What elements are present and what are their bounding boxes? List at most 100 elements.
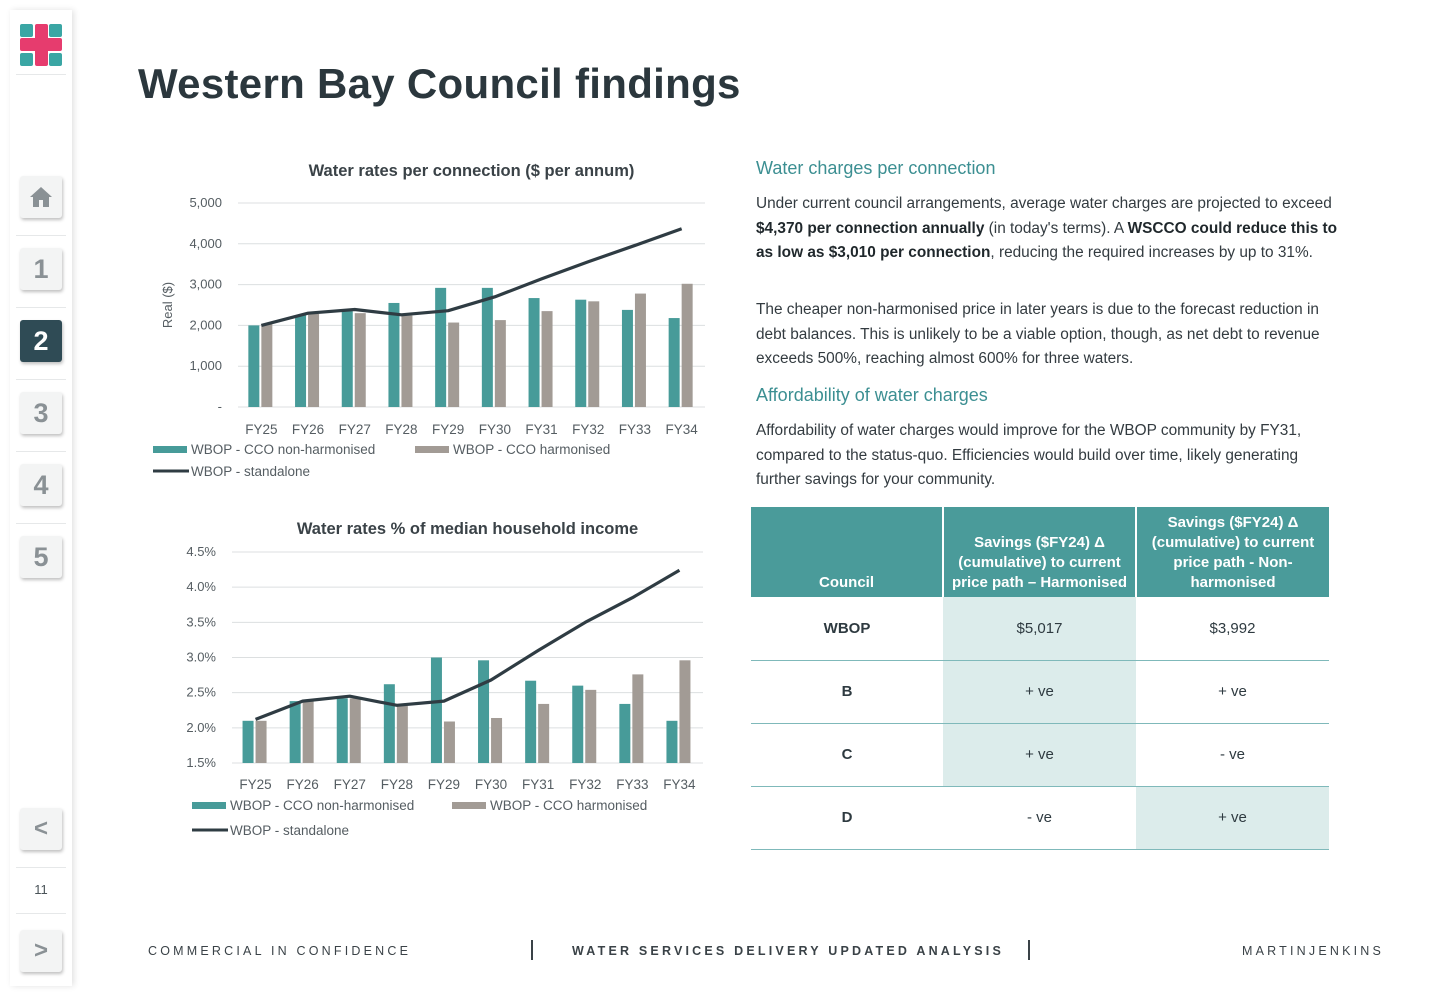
logo	[18, 22, 64, 68]
bar-harmonised	[634, 293, 646, 407]
y-tick-label: 1,000	[189, 358, 222, 373]
y-tick-label: 4.0%	[186, 579, 216, 594]
paragraph-segment: , reducing the required increases by up …	[990, 244, 1313, 261]
legend-label: WBOP - standalone	[191, 464, 310, 479]
bar-harmonised	[401, 315, 413, 407]
bar-non-harmonised	[336, 698, 348, 763]
paragraph-segment: Under current council arrangements, aver…	[756, 195, 1332, 212]
legend-swatch-harmonised	[415, 446, 449, 453]
page-title: Western Bay Council findings	[138, 60, 741, 107]
paragraph-water-charges: Under current council arrangements, aver…	[756, 192, 1346, 266]
bar-harmonised	[255, 720, 267, 763]
chart-water-rates-per-connection: Water rates per connection ($ per annum)…	[140, 150, 720, 490]
series-line-standalone	[254, 568, 681, 721]
cell-non-harmonised: $3,992	[1136, 597, 1329, 661]
y-tick-label: 2,000	[189, 317, 222, 332]
bar-non-harmonised	[668, 318, 680, 407]
nav-section-1[interactable]: 1	[20, 248, 62, 290]
x-tick-label: FY33	[619, 422, 651, 437]
legend-label: WBOP - CCO non-harmonised	[191, 442, 375, 457]
nav-section-2[interactable]: 2	[20, 320, 62, 362]
x-tick-label: FY34	[663, 777, 696, 792]
bar-harmonised	[448, 322, 460, 407]
footer-brand: MARTINJENKINS	[1242, 944, 1385, 958]
cell-non-harmonised: + ve	[1136, 660, 1329, 724]
bar-non-harmonised	[289, 701, 301, 763]
bar-non-harmonised	[572, 685, 584, 763]
bar-harmonised	[349, 698, 361, 763]
bar-harmonised	[308, 313, 320, 407]
table-row: WBOP $5,017 $3,992	[751, 597, 1329, 661]
bar-harmonised	[541, 311, 553, 407]
bar-harmonised	[679, 660, 691, 763]
bar-non-harmonised	[341, 311, 353, 407]
y-tick-label: 1.5%	[186, 755, 216, 770]
cell-harmonised: $5,017	[943, 597, 1136, 661]
y-axis-label: Real ($)	[160, 282, 175, 328]
x-tick-label: FY27	[339, 422, 371, 437]
footer-divider	[1028, 940, 1030, 960]
x-tick-label: FY33	[616, 777, 648, 792]
bar-harmonised	[491, 717, 503, 763]
bar-non-harmonised	[430, 657, 442, 763]
x-tick-label: FY34	[666, 422, 699, 437]
y-tick-label: 3.5%	[186, 614, 216, 629]
x-tick-label: FY27	[334, 777, 366, 792]
bar-non-harmonised	[619, 703, 631, 763]
x-tick-label: FY32	[569, 777, 601, 792]
bar-harmonised	[538, 703, 550, 763]
bar-non-harmonised	[575, 299, 587, 407]
bar-non-harmonised	[388, 302, 400, 407]
cell-council: D	[751, 786, 943, 850]
sidebar: 1 2 3 4 5 < 11 >	[10, 10, 72, 986]
table-header-non-harmonised: Savings ($FY24) Δ (cumulative) to curren…	[1136, 507, 1329, 597]
bar-non-harmonised	[528, 298, 540, 407]
page-number: 11	[34, 882, 48, 897]
series-line-standalone	[260, 227, 683, 327]
bar-non-harmonised	[621, 309, 633, 407]
chart-title: Water rates per connection ($ per annum)	[309, 162, 635, 180]
next-page-button[interactable]: >	[20, 930, 62, 972]
bar-harmonised	[681, 283, 693, 407]
bar-harmonised	[302, 701, 314, 763]
bar-non-harmonised	[481, 287, 493, 407]
paragraph-non-harmonised: The cheaper non-harmonised price in late…	[756, 301, 1320, 367]
y-tick-label: 3.0%	[186, 650, 216, 665]
heading-water-charges: Water charges per connection	[756, 158, 996, 178]
nav-section-4[interactable]: 4	[20, 464, 62, 506]
cell-council: B	[751, 660, 943, 724]
bar-non-harmonised	[435, 287, 447, 407]
home-button[interactable]	[20, 176, 62, 218]
savings-table: Council Savings ($FY24) Δ (cumulative) t…	[751, 507, 1329, 850]
paragraph-segment: $4,370 per connection annually	[756, 219, 985, 237]
cell-harmonised: + ve	[943, 660, 1136, 724]
bar-non-harmonised	[242, 720, 254, 763]
nav-section-5[interactable]: 5	[20, 536, 62, 578]
bar-non-harmonised	[248, 325, 260, 407]
table-header-council: Council	[751, 507, 944, 597]
cell-harmonised: - ve	[943, 786, 1136, 850]
nav-section-3[interactable]: 3	[20, 392, 62, 434]
cell-council: C	[751, 723, 943, 787]
y-tick-label: 2.5%	[186, 685, 216, 700]
legend-label: WBOP - CCO harmonised	[490, 798, 647, 813]
bar-harmonised	[443, 721, 455, 763]
paragraph-affordability: Affordability of water charges would imp…	[756, 422, 1302, 488]
legend-swatch-harmonised	[452, 802, 486, 809]
footer-confidential: COMMERCIAL IN CONFIDENCE	[148, 944, 412, 958]
paragraph-segment: WSCCO could reduce this to as low as $3,…	[756, 219, 1338, 262]
x-tick-label: FY28	[385, 422, 417, 437]
bar-harmonised	[354, 313, 366, 407]
y-tick-label: 2.0%	[186, 720, 216, 735]
legend-label: WBOP - CCO non-harmonised	[230, 798, 414, 813]
x-tick-label: FY32	[572, 422, 604, 437]
footer-report-title: WATER SERVICES DELIVERY UPDATED ANALYSIS	[572, 944, 1004, 958]
x-tick-label: FY30	[479, 422, 511, 437]
legend-swatch-non-harmonised	[153, 446, 187, 453]
bar-harmonised	[588, 301, 600, 407]
chart-water-rates-income: Water rates % of median household income…	[140, 508, 720, 848]
x-tick-label: FY31	[522, 777, 554, 792]
legend-swatch-non-harmonised	[192, 802, 226, 809]
bar-harmonised	[585, 689, 597, 763]
prev-page-button[interactable]: <	[20, 808, 62, 850]
